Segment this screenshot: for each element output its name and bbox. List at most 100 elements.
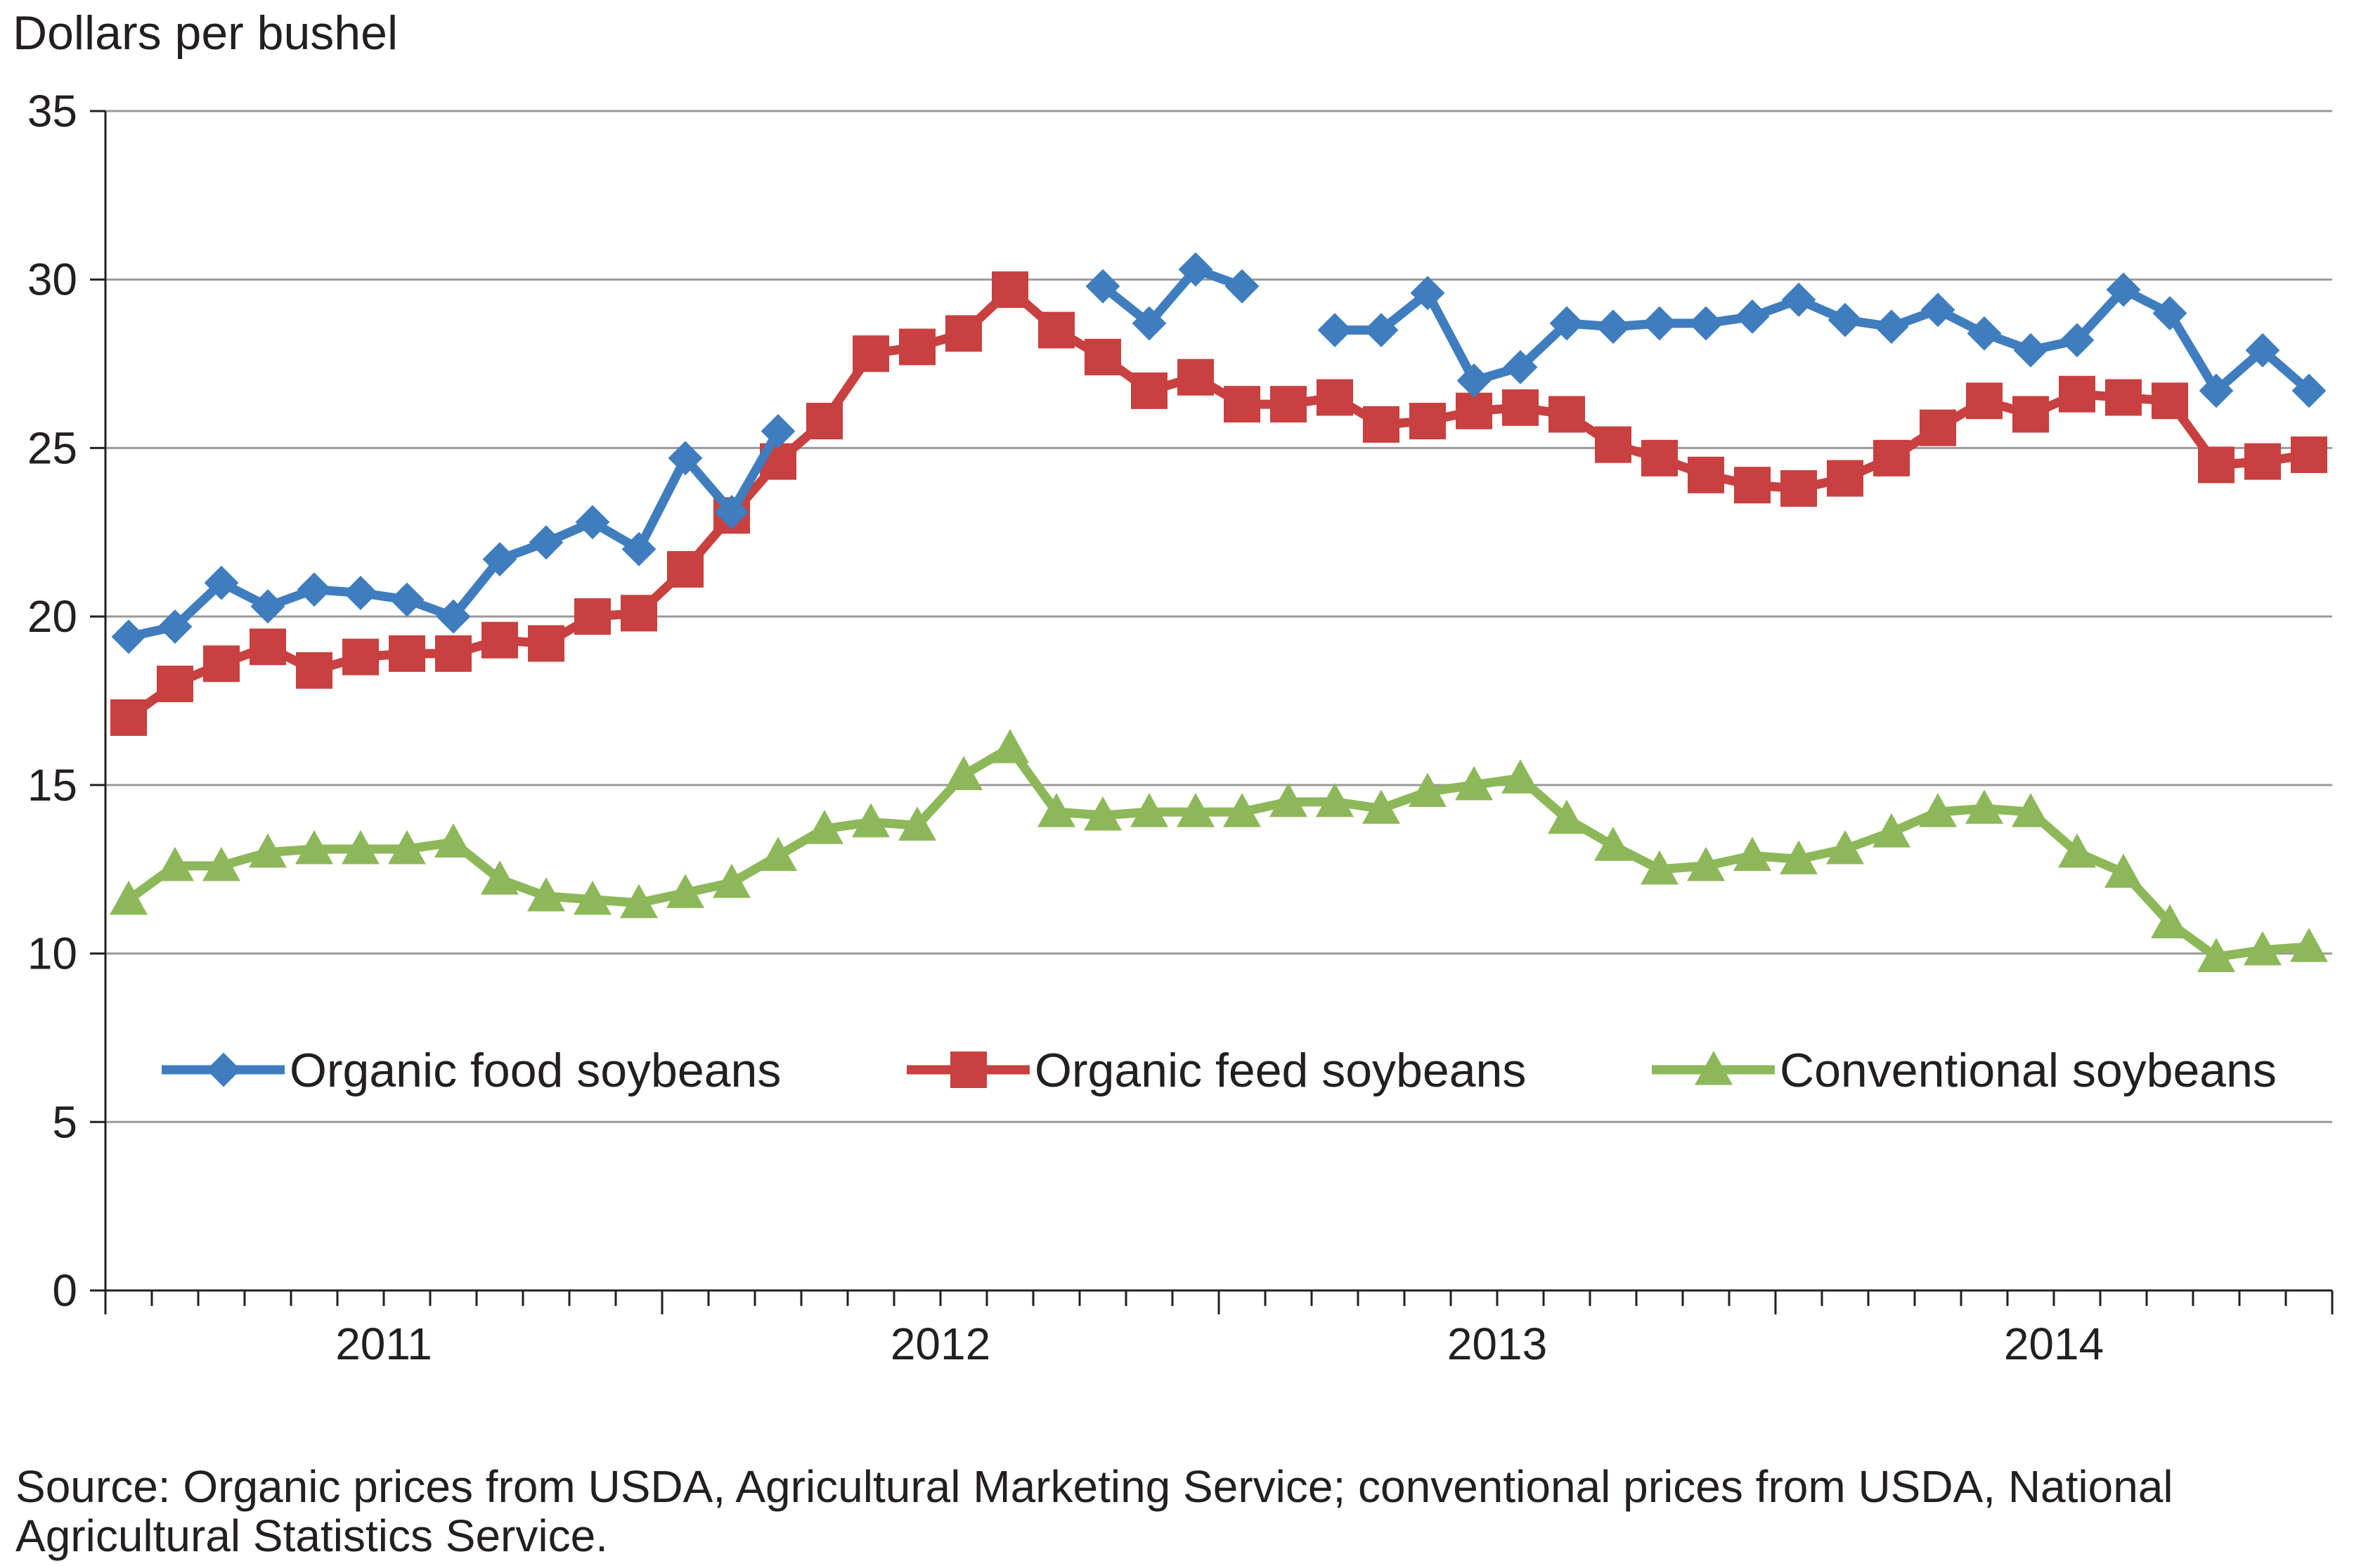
diamond-marker [761,414,796,448]
triangle-marker [527,877,565,912]
triangle-marker [388,829,426,865]
square-marker [1409,403,1446,440]
triangle-marker [1641,850,1679,885]
diamond-marker [1781,283,1816,317]
y-axis-title: Dollars per bushel [13,6,398,60]
diamond-marker [1178,252,1213,287]
triangle-marker [2290,927,2328,962]
triangle-marker [898,806,936,841]
square-marker [389,635,425,672]
square-marker [296,652,332,689]
legend: Organic food soybeans Organic feed soybea… [162,1044,2277,1097]
y-tick-label: 20 [27,591,77,642]
diamond-marker [111,619,146,654]
series-organic-feed-soybeans [110,271,2327,736]
square-marker [2012,396,2049,433]
x-year-label: 2013 [1447,1319,1547,1369]
triangle-marker [2104,853,2142,888]
square-marker [667,551,704,588]
diamond-marker [1364,313,1399,348]
legend-label: Conventional soybeans [1780,1044,2277,1097]
triangle-marker [991,729,1029,763]
square-marker [1780,470,1817,507]
y-tick-label: 0 [52,1265,77,1316]
triangle-marker [434,823,472,858]
square-marker [992,271,1028,309]
triangle-marker [1687,846,1725,881]
diamond-marker [206,1052,241,1087]
square-marker [1873,439,1910,477]
triangle-marker [1130,793,1168,827]
square-marker [481,621,518,659]
diamond-marker [343,576,378,610]
diamond-marker [2152,296,2187,331]
triangle-marker [295,829,333,865]
triangle-marker [1362,789,1400,824]
y-tick-label: 35 [27,86,77,136]
triangle-marker [1919,793,1957,827]
square-marker [1734,467,1771,504]
triangle-marker [852,803,890,838]
square-marker [1317,379,1353,416]
diamond-marker [621,531,657,567]
diamond-marker [204,565,239,600]
diamond-marker [529,525,564,560]
diamond-marker [297,572,332,607]
triangle-marker [1780,840,1818,874]
diamond-marker [714,495,749,529]
diamond-marker [1224,268,1260,304]
triangle-marker [713,863,751,898]
diamond-marker [482,542,517,577]
triangle-marker [1223,793,1261,827]
diamond-marker [389,582,425,617]
triangle-marker [481,860,519,895]
triangle-marker [1548,799,1586,834]
square-marker [806,403,843,440]
square-marker [528,625,564,662]
square-marker [1177,358,1214,396]
x-year-label: 2011 [335,1319,432,1369]
square-marker [899,328,936,365]
square-marker [1224,386,1260,423]
triangle-marker [1455,765,1493,801]
triangle-marker [1269,782,1307,817]
legend-item: Organic feed soybeans [907,1044,1526,1097]
square-marker [1270,386,1307,423]
diamond-marker [2106,272,2141,307]
diamond-marker [1085,268,1120,304]
triangle-marker [666,874,704,908]
square-marker [574,598,611,635]
square-marker [1502,389,1539,426]
triangle-marker [1177,793,1215,827]
square-marker [1641,439,1678,477]
y-tick-label: 30 [27,254,77,305]
triangle-marker [342,829,380,865]
triangle-marker [1695,1051,1733,1085]
diamond-marker [250,589,285,624]
diamond-marker [2013,332,2048,368]
diamond-marker [436,599,471,634]
triangle-marker [202,846,240,881]
diamond-marker [2245,332,2280,368]
triangle-marker [1826,829,1864,865]
triangle-marker [1037,793,1075,827]
square-marker [1688,456,1724,493]
square-marker [1966,382,2003,420]
square-marker [2198,446,2235,484]
diamond-marker [1456,363,1492,398]
series-line [1099,264,1244,328]
diamond-marker [1503,349,1538,384]
triangle-marker [1409,772,1447,808]
triangle-marker [945,756,983,791]
diamond-marker [1920,292,1955,328]
triangle-marker [1501,759,1539,794]
triangle-marker [110,880,148,915]
square-marker [1085,338,1121,375]
triangle-marker [2012,793,2050,827]
data-series [110,252,2328,972]
square-marker [2291,436,2327,474]
y-tick-label: 25 [27,422,77,473]
triangle-marker [574,880,612,915]
triangle-marker [1316,782,1354,817]
